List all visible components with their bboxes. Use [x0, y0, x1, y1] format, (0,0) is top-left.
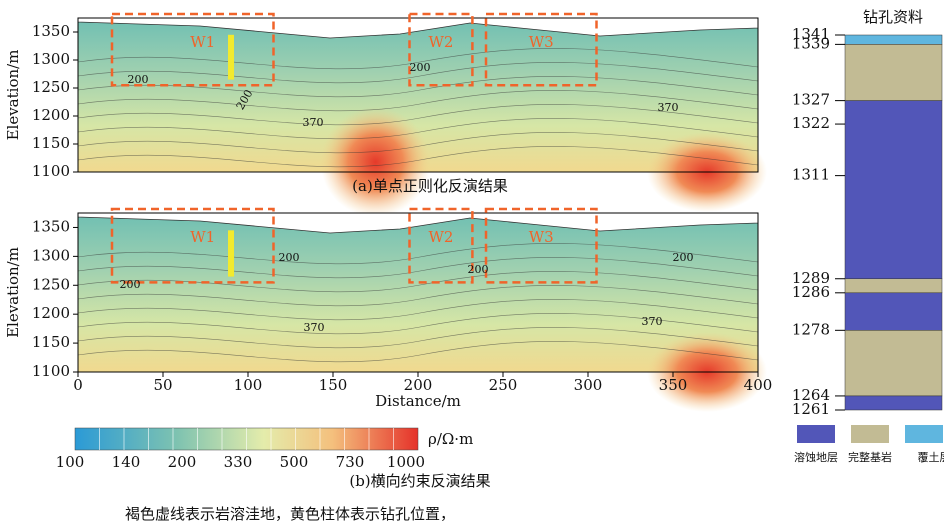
box-label: W3: [529, 33, 554, 51]
colorbar-tick: 500: [280, 453, 309, 471]
x-tick-label: 350: [659, 376, 688, 394]
y-tick-label: 1100: [32, 362, 70, 380]
y-tick-label: 1150: [32, 134, 70, 152]
note: 褐色虚线表示岩溶洼地，黄色柱体表示钻孔位置，: [125, 505, 455, 523]
x-axis-label: Distance/m: [375, 392, 461, 410]
depth-label: 1322: [792, 114, 830, 132]
contour-label: 370: [642, 315, 663, 328]
borehole-layer: [845, 330, 942, 396]
legend-label: 覆土层: [918, 451, 944, 464]
box-label: W1: [190, 33, 215, 51]
borehole-layer: [845, 44, 942, 100]
depth-label: 1261: [792, 400, 830, 418]
borehole-layer: [845, 101, 942, 279]
contour-label: 200: [279, 251, 300, 264]
colorbar-unit: ρ/Ω·m: [428, 430, 473, 448]
contour-field: [78, 213, 758, 372]
x-tick-label: 50: [153, 376, 172, 394]
legend-swatch: [797, 425, 835, 443]
borehole-layer: [845, 279, 942, 293]
borehole-layer: [845, 35, 942, 44]
box-label: W1: [190, 228, 215, 246]
y-tick-label: 1250: [32, 78, 70, 96]
caption: (a)单点正则化反演结果: [352, 177, 508, 195]
contour-label: 200: [468, 263, 489, 276]
colorbar-tick: 140: [112, 453, 141, 471]
box-label: W2: [428, 228, 453, 246]
caption: (b)横向约束反演结果: [349, 472, 490, 490]
contour-label: 200: [128, 73, 149, 86]
depth-label: 1311: [792, 166, 830, 184]
depth-label: 1339: [792, 34, 830, 52]
contour-label: 200: [410, 61, 431, 74]
legend-label: 完整基岩: [848, 450, 892, 464]
legend-label: 溶蚀地层: [794, 450, 838, 464]
box-label: W3: [529, 228, 554, 246]
borehole-marker: [228, 230, 234, 276]
colorbar-tick: 730: [336, 453, 365, 471]
y-tick-label: 1300: [32, 246, 70, 264]
colorbar-tick: 200: [168, 453, 197, 471]
y-tick-label: 1350: [32, 217, 70, 235]
y-tick-label: 1300: [32, 50, 70, 68]
legend-swatch: [905, 425, 943, 443]
y-tick-label: 1250: [32, 275, 70, 293]
depth-label: 1327: [792, 91, 830, 109]
borehole-title: 钻孔资料: [863, 8, 923, 26]
colorbar-tick: 1000: [387, 453, 425, 471]
contour-label: 370: [303, 116, 324, 129]
legend-swatch: [851, 425, 889, 443]
borehole-marker: [228, 35, 234, 80]
colorbar-tick: 330: [224, 453, 253, 471]
y-tick-label: 1200: [32, 304, 70, 322]
x-tick-label: 250: [489, 376, 518, 394]
contour-label: 370: [304, 321, 325, 334]
contour-label: 200: [120, 278, 141, 291]
borehole-layer: [845, 396, 942, 410]
contour-label: 200: [673, 251, 694, 264]
colorbar-tick: 100: [56, 453, 85, 471]
y-axis-label: Elevation/m: [4, 247, 22, 338]
borehole-layer: [845, 293, 942, 331]
depth-label: 1278: [792, 320, 830, 338]
depth-label: 1286: [792, 283, 830, 301]
box-label: W2: [428, 33, 453, 51]
x-tick-label: 300: [574, 376, 603, 394]
x-tick-label: 0: [73, 376, 83, 394]
y-tick-label: 1100: [32, 162, 70, 180]
contour-label: 370: [658, 101, 679, 114]
y-axis-label: Elevation/m: [4, 50, 22, 141]
x-tick-label: 150: [319, 376, 348, 394]
x-tick-label: 400: [744, 376, 773, 394]
y-tick-label: 1200: [32, 106, 70, 124]
y-tick-label: 1150: [32, 333, 70, 351]
x-tick-label: 100: [234, 376, 263, 394]
y-tick-label: 1350: [32, 22, 70, 40]
